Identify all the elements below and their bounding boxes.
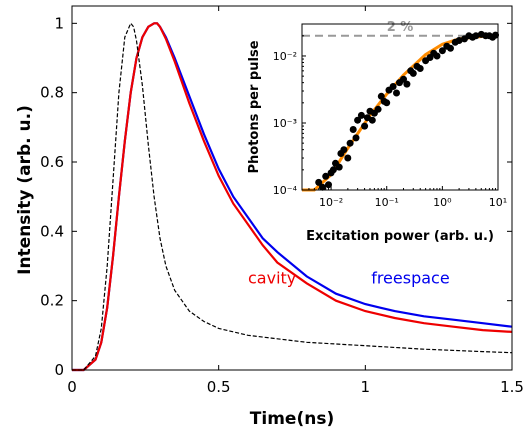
- reference-line-label: 2 %: [387, 20, 414, 35]
- data-point: [400, 75, 407, 83]
- data-point: [389, 83, 397, 90]
- inset-x-tick-label: 10⁻¹: [375, 196, 399, 209]
- series-line-cavity: [72, 22, 513, 372]
- main-plot: 0 0.5 1 1.5 0 0.2 0.4 0.6 0.8 1 Time(ns) Intensit…: [15, 5, 524, 429]
- y-tick-label: 0.2: [40, 292, 64, 310]
- main-annotations: cavity freespace: [248, 268, 450, 287]
- data-point: [335, 163, 343, 171]
- data-point: [472, 32, 480, 40]
- data-point: [319, 183, 326, 191]
- inset-series-group: 2 %: [302, 20, 499, 192]
- data-point: [383, 99, 391, 107]
- data-point: [438, 47, 446, 55]
- data-point: [403, 80, 411, 88]
- inset-y-tick-label: 10⁻²: [273, 50, 297, 63]
- inset-x-tick-label: 10⁻²: [319, 196, 343, 209]
- main-series-group: [72, 22, 513, 372]
- inset-y-tick-label: 10⁻³: [273, 117, 297, 130]
- y-tick-label: 0: [54, 361, 64, 379]
- main-y-axis-title: Intensity (arb. u.): [15, 105, 35, 275]
- data-point: [325, 181, 332, 189]
- data-point: [492, 31, 499, 39]
- inset-x-tick-label: 10¹: [489, 196, 507, 209]
- main-plot-frame: [71, 5, 513, 371]
- inset-y-tick-label: 10⁻⁴: [273, 184, 298, 197]
- data-point: [447, 44, 454, 52]
- main-ticks: 0 0.5 1 1.5 0 0.2 0.4 0.6 0.8 1: [40, 6, 524, 396]
- inset-x-axis-title: Excitation power (arb. u.): [306, 229, 494, 244]
- data-point: [354, 116, 362, 124]
- data-point: [357, 111, 365, 119]
- y-tick-label: 1: [54, 14, 64, 32]
- y-tick-label: 0.6: [40, 153, 64, 171]
- data-point: [455, 37, 463, 44]
- data-point: [340, 146, 348, 154]
- data-point: [377, 92, 385, 100]
- x-tick-label: 1.5: [500, 378, 524, 396]
- inset-x-tick-label: 10⁰: [433, 196, 452, 209]
- data-point: [393, 89, 400, 97]
- main-x-axis-title: Time(ns): [250, 409, 334, 429]
- data-point: [346, 139, 354, 147]
- inset-plot-frame: [301, 23, 499, 191]
- inset-plot-background: [302, 24, 498, 190]
- data-point: [329, 166, 337, 174]
- data-point: [322, 172, 330, 180]
- data-point: [361, 122, 369, 130]
- data-point: [315, 178, 323, 186]
- inset-plot: 2 % 10⁻² 10⁻¹ 10⁰ 10¹ 10⁻⁴ 10⁻³ 10⁻² Excitatio…: [247, 20, 507, 244]
- data-point: [416, 65, 424, 72]
- inset-y-axis-title: Photons per pulse: [247, 40, 262, 173]
- data-point: [349, 126, 357, 133]
- data-point: [433, 52, 441, 60]
- y-tick-label: 0.4: [40, 222, 64, 240]
- data-point: [374, 105, 382, 113]
- series-label-freespace: freespace: [371, 268, 449, 287]
- x-tick-label: 1: [361, 378, 371, 396]
- x-tick-label: 0: [67, 378, 77, 396]
- data-point: [368, 116, 376, 124]
- data-point: [409, 69, 417, 77]
- series-label-cavity: cavity: [248, 268, 296, 287]
- data-point: [344, 154, 352, 162]
- y-tick-label: 0.8: [40, 84, 64, 102]
- data-point: [352, 134, 360, 142]
- series-line-reference-pulse: [72, 22, 513, 371]
- inset-ticks: 10⁻² 10⁻¹ 10⁰ 10¹ 10⁻⁴ 10⁻³ 10⁻²: [273, 23, 507, 209]
- x-tick-label: 0.5: [207, 378, 231, 396]
